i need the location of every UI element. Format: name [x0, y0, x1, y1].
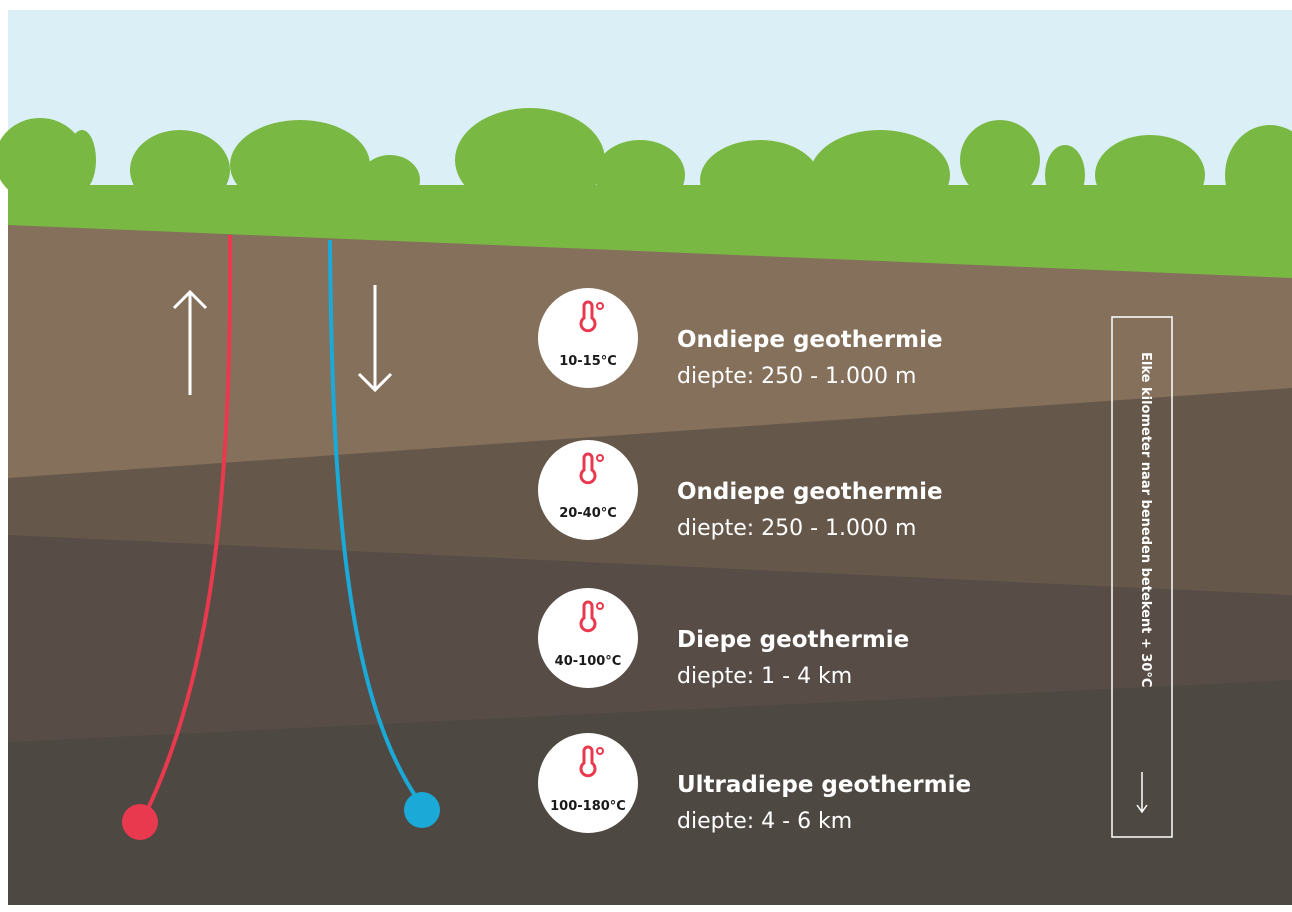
temperature: 100-180°C [550, 799, 626, 814]
side-note: Elke kilometer naar beneden betekent + 3… [1138, 352, 1153, 687]
temperature: 40-100°C [555, 654, 622, 669]
layer-title: Ondiepe geothermie [677, 479, 943, 505]
temperature: 20-40°C [559, 506, 617, 521]
layer-title: Ultradiepe geothermie [677, 772, 971, 798]
page: Elke kilometer naar beneden betekent + 3… [0, 0, 1292, 912]
layer-depth: diepte: 1 - 4 km [677, 664, 852, 689]
layer-title: Diepe geothermie [677, 627, 909, 653]
diagram: Elke kilometer naar beneden betekent + 3… [0, 0, 1292, 912]
temperature: 10-15°C [559, 354, 617, 369]
layer-depth: diepte: 250 - 1.000 m [677, 516, 916, 541]
red-end [122, 804, 158, 840]
layer-depth: diepte: 4 - 6 km [677, 809, 852, 834]
layer-title: Ondiepe geothermie [677, 327, 943, 353]
blue-end [404, 792, 440, 828]
layer-depth: diepte: 250 - 1.000 m [677, 364, 916, 389]
